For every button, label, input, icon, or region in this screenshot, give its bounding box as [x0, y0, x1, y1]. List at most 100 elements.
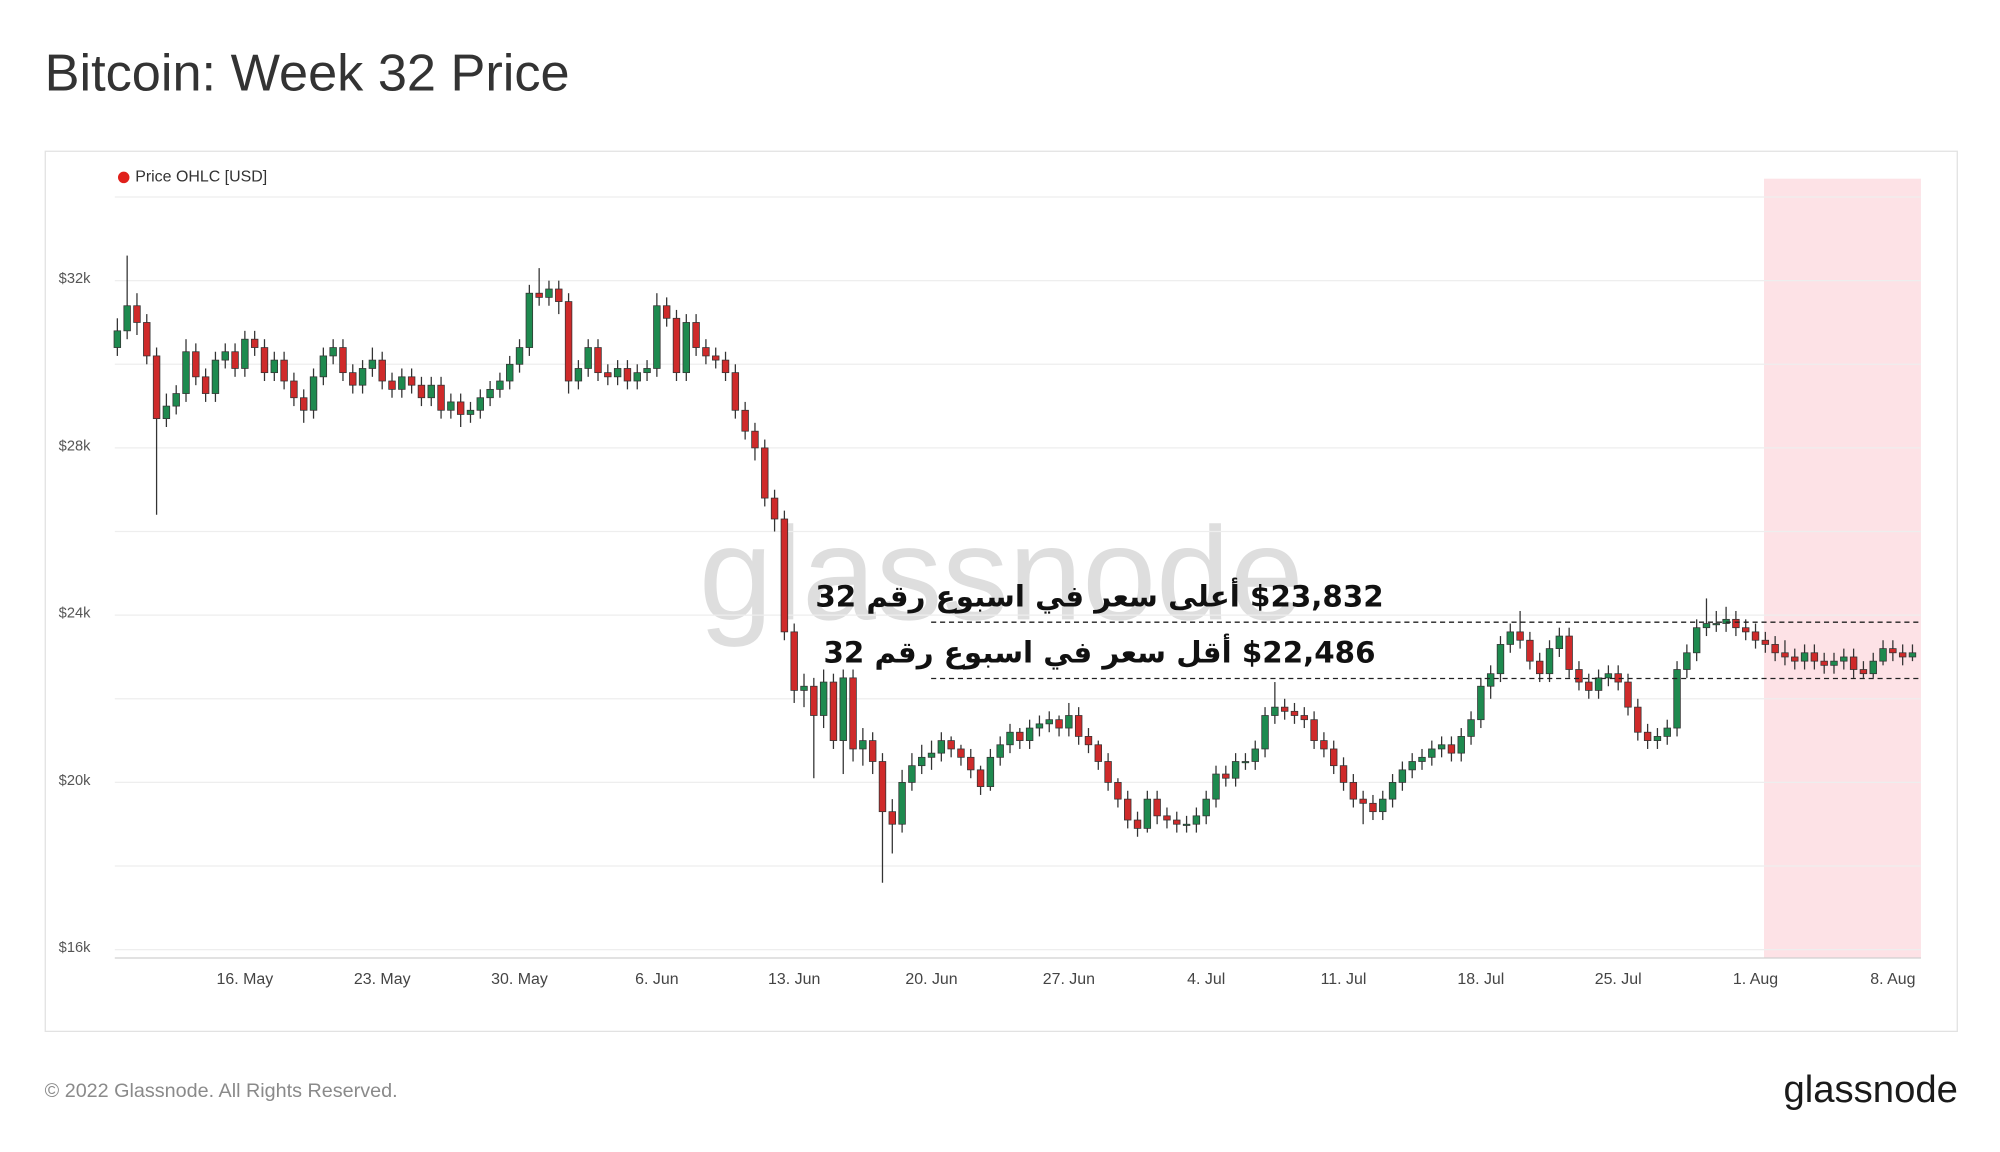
- candle-body: [1261, 715, 1269, 750]
- candle-body: [1182, 823, 1191, 826]
- annotation-label: $22,486 أقل سعر في اسبوع رقم 32: [823, 634, 1375, 671]
- candle-body: [849, 677, 857, 750]
- candle-body: [672, 317, 681, 374]
- candle-body: [800, 685, 808, 691]
- candle-body: [937, 740, 946, 754]
- candle-body: [221, 351, 229, 361]
- candle-body: [525, 292, 534, 348]
- candle-body: [172, 393, 180, 407]
- candle-body: [1408, 761, 1416, 771]
- candle-body: [486, 388, 494, 399]
- candle-body: [1330, 748, 1338, 767]
- candle-body: [1074, 715, 1083, 737]
- candle-body: [859, 740, 867, 750]
- candle-body: [1624, 681, 1632, 708]
- candle-body: [496, 380, 504, 390]
- x-tick-label: 30. May: [491, 971, 548, 988]
- candle-body: [819, 681, 828, 716]
- candle-body: [1055, 719, 1063, 729]
- candle-body: [1820, 660, 1828, 666]
- x-tick-label: 18. Jul: [1457, 971, 1504, 988]
- candle-body: [1673, 669, 1681, 729]
- candle-body: [300, 397, 308, 411]
- candle-body: [1192, 815, 1201, 825]
- candle-body: [868, 740, 877, 762]
- y-tick-label: $28k: [59, 439, 91, 455]
- candle-body: [996, 744, 1004, 758]
- candle-body: [1153, 798, 1161, 817]
- candle-body: [1683, 652, 1691, 670]
- candle-body: [1369, 802, 1377, 813]
- candle-body: [1251, 748, 1259, 762]
- candle-body: [761, 447, 769, 499]
- y-tick-label: $20k: [59, 773, 91, 789]
- candle-body: [1653, 736, 1662, 741]
- candle-body: [1565, 635, 1573, 670]
- candle-body: [211, 359, 220, 394]
- candle-body: [358, 368, 367, 386]
- candle-body: [918, 756, 926, 767]
- candle-body: [1025, 727, 1034, 741]
- candle-body: [1447, 744, 1456, 754]
- candle-body: [1094, 744, 1102, 762]
- footer-copyright: © 2022 Glassnode. All Rights Reserved.: [45, 1080, 398, 1102]
- candle-body: [1722, 618, 1730, 624]
- candle-body: [437, 384, 445, 411]
- candle-body: [1231, 761, 1240, 779]
- candle-body: [1830, 660, 1838, 666]
- candle-body: [319, 355, 328, 378]
- candle-body: [957, 748, 965, 758]
- x-tick-label: 23. May: [354, 971, 411, 988]
- chart-title: Bitcoin: Week 32 Price: [45, 44, 570, 102]
- legend-marker: [117, 171, 130, 184]
- candle-body: [751, 430, 759, 449]
- candle-body: [1310, 719, 1318, 741]
- candle-body: [515, 347, 524, 365]
- candle-body: [564, 301, 573, 382]
- candle-body: [1124, 798, 1132, 821]
- candle-body: [1742, 627, 1750, 633]
- candle-body: [839, 677, 847, 741]
- candle-body: [1418, 756, 1426, 762]
- candle-body: [182, 351, 190, 394]
- candle-body: [1398, 769, 1407, 783]
- candle-body: [721, 359, 730, 374]
- candle-body: [770, 497, 779, 520]
- candle-body: [1428, 748, 1436, 758]
- candle-body: [1692, 627, 1701, 654]
- candle-body: [1663, 727, 1671, 737]
- candle-body: [1114, 782, 1122, 800]
- candle-body: [290, 380, 298, 399]
- candle-body: [1133, 819, 1142, 829]
- candle-body: [1084, 736, 1093, 746]
- candle-body: [506, 363, 514, 382]
- y-tick-label: $16k: [59, 940, 91, 956]
- candle-body: [143, 322, 151, 357]
- x-tick-label: 25. Jul: [1595, 971, 1642, 988]
- candle-body: [1065, 715, 1073, 729]
- watermark: glassnode: [699, 500, 1304, 648]
- candle-body: [1477, 685, 1485, 721]
- candle-body: [260, 347, 269, 374]
- candle-body: [790, 631, 798, 691]
- candle-body: [1339, 765, 1348, 783]
- x-tick-label: 8. Aug: [1870, 971, 1915, 988]
- candle-body: [398, 376, 406, 390]
- candle-body: [388, 380, 396, 390]
- candle-body: [908, 765, 916, 783]
- candle-body: [1545, 648, 1554, 675]
- candle-body: [604, 372, 612, 378]
- candle-body: [466, 409, 475, 415]
- candle-body: [898, 782, 906, 825]
- candle-body: [780, 518, 789, 633]
- candle-body: [1143, 798, 1152, 829]
- candle-body: [270, 359, 278, 374]
- candle-body: [1320, 740, 1328, 750]
- candle-body: [623, 368, 632, 382]
- candle-body: [1575, 669, 1583, 683]
- candle-body: [613, 368, 622, 378]
- candle-body: [1840, 656, 1848, 662]
- x-tick-label: 1. Aug: [1733, 971, 1778, 988]
- candle-body: [653, 305, 661, 369]
- candle-body: [1791, 656, 1799, 662]
